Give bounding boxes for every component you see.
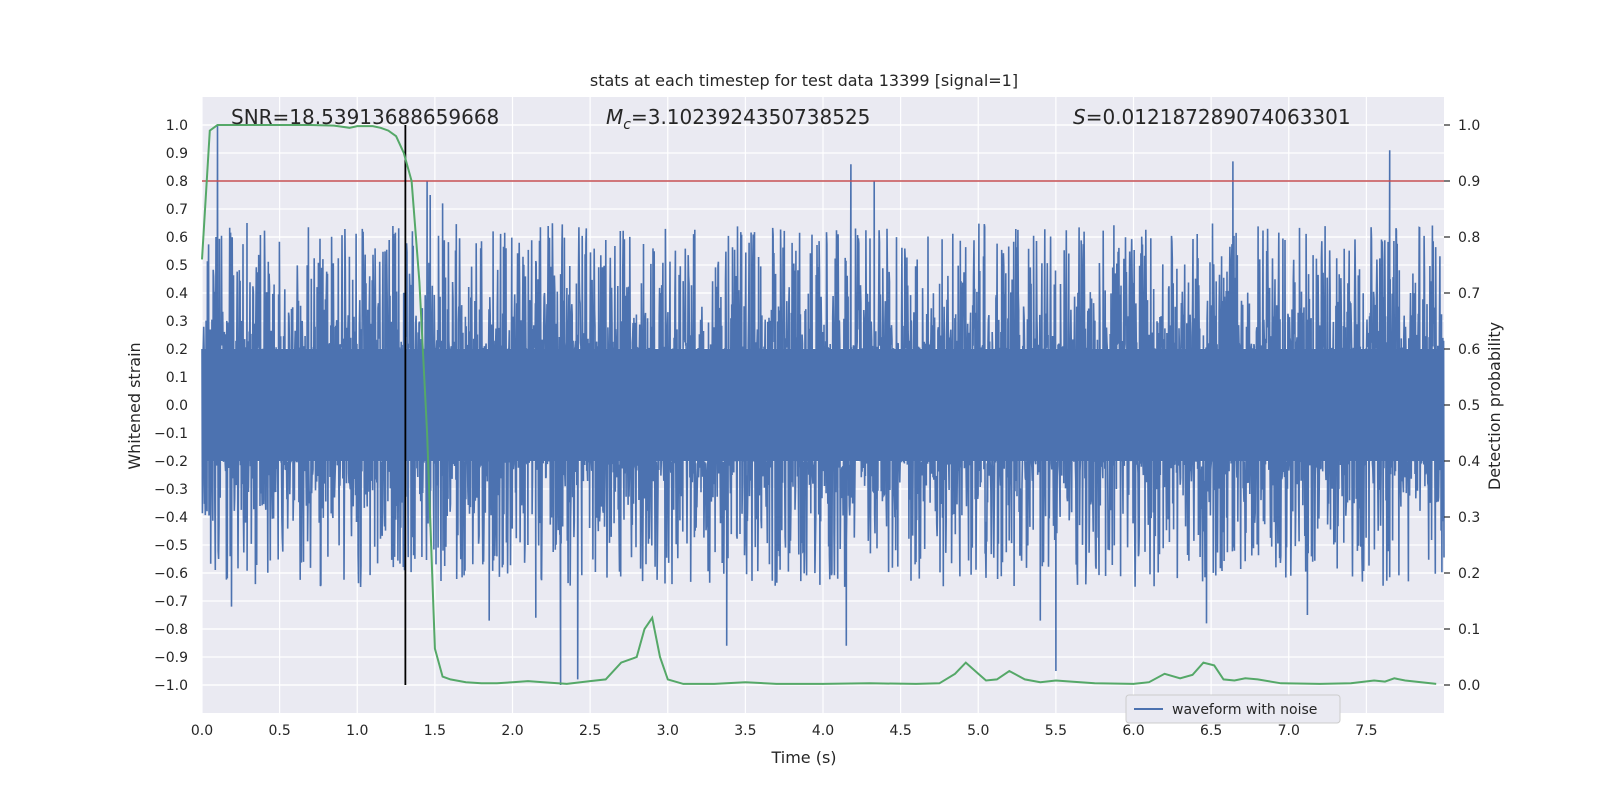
x-tick-label: 1.0 bbox=[346, 723, 368, 739]
x-tick-label: 1.5 bbox=[424, 723, 446, 739]
y-right-tick-label: 0.7 bbox=[1458, 286, 1480, 302]
chirp-mass-annotation: Mc=3.1023924350738525 bbox=[606, 105, 870, 133]
legend-box bbox=[1125, 694, 1341, 724]
x-tick-label: 5.0 bbox=[967, 723, 989, 739]
s-symbol: S bbox=[1073, 105, 1086, 129]
y-axis-ticks: 1.0 0.9 0.8 0.7 0.6 0.5 0.4 0.3 0.2 0.1 0.0 −0.1 −0.… bbox=[154, 118, 188, 694]
y-tick-label: −0.9 bbox=[154, 650, 188, 666]
x-tick-label: 5.5 bbox=[1045, 723, 1067, 739]
x-tick-label: 3.5 bbox=[734, 723, 756, 739]
y-tick-label: −0.5 bbox=[154, 538, 188, 554]
y-right-axis-label: Detection probability bbox=[1485, 322, 1504, 490]
detection-probability-line bbox=[201, 124, 1437, 685]
y-right-tick-label: 0.2 bbox=[1458, 566, 1480, 582]
s-annotation: S=0.012187289074063301 bbox=[1073, 105, 1351, 129]
legend-label: waveform with noise bbox=[1172, 702, 1317, 718]
y-tick-label: 0.0 bbox=[166, 398, 188, 414]
y-tick-label: −1.0 bbox=[154, 678, 188, 694]
y-right-tick-label: 0.4 bbox=[1458, 454, 1480, 470]
y-right-tick-label: 0.0 bbox=[1458, 678, 1480, 694]
y-tick-label: −0.2 bbox=[154, 454, 188, 470]
y-axis-label: Whitened strain bbox=[125, 342, 144, 469]
x-tick-label: 3.0 bbox=[657, 723, 679, 739]
y-tick-label: 1.0 bbox=[166, 118, 188, 134]
x-tick-label: 4.5 bbox=[889, 723, 911, 739]
y-tick-label: −0.1 bbox=[154, 426, 188, 442]
legend: waveform with noise bbox=[1125, 694, 1341, 724]
y-right-tick-label: 1.0 bbox=[1458, 118, 1480, 134]
x-tick-label: 2.0 bbox=[501, 723, 523, 739]
y-right-tick-label: 0.5 bbox=[1458, 398, 1480, 414]
y-right-tick-label: 0.9 bbox=[1458, 174, 1480, 190]
y-tick-label: −0.7 bbox=[154, 594, 188, 610]
y-tick-label: 0.8 bbox=[166, 174, 188, 190]
x-tick-label: 6.5 bbox=[1200, 723, 1222, 739]
chirp-mass-symbol: M bbox=[606, 105, 623, 129]
x-axis-ticks: 0.0 0.5 1.0 1.5 2.0 2.5 3.0 3.5 4.0 4.5 5.0 5.5 6.0 6… bbox=[191, 723, 1378, 739]
y-right-tick-label: 0.6 bbox=[1458, 342, 1480, 358]
y-tick-label: 0.9 bbox=[166, 146, 188, 162]
y-tick-label: 0.5 bbox=[166, 258, 188, 274]
y-tick-label: −0.3 bbox=[154, 482, 188, 498]
y-right-tick-label: 0.8 bbox=[1458, 230, 1480, 246]
snr-annotation: SNR=18.53913688659668 bbox=[231, 105, 499, 129]
y-tick-label: 0.4 bbox=[166, 286, 188, 302]
waveform-series bbox=[201, 124, 1445, 686]
y-right-tick-label: 0.3 bbox=[1458, 510, 1480, 526]
x-tick-label: 7.0 bbox=[1278, 723, 1300, 739]
y-tick-label: 0.6 bbox=[166, 230, 188, 246]
y-right-axis-ticks: 1.0 0.9 0.8 0.7 0.6 0.5 0.4 0.3 0.2 0.1 0.0 bbox=[1444, 118, 1480, 694]
y-tick-label: 0.1 bbox=[166, 370, 188, 386]
chirp-mass-subscript: c bbox=[623, 117, 631, 133]
y-right-tick-label: 0.1 bbox=[1458, 622, 1480, 638]
y-tick-label: 0.3 bbox=[166, 314, 188, 330]
x-tick-label: 6.0 bbox=[1122, 723, 1144, 739]
waveform-core-band bbox=[202, 349, 1444, 461]
s-value: =0.012187289074063301 bbox=[1086, 105, 1351, 129]
x-tick-label: 0.5 bbox=[268, 723, 290, 739]
x-tick-label: 7.5 bbox=[1355, 723, 1377, 739]
x-tick-label: 4.0 bbox=[812, 723, 834, 739]
x-tick-label: 0.0 bbox=[191, 723, 213, 739]
y-tick-label: 0.7 bbox=[166, 202, 188, 218]
x-tick-label: 2.5 bbox=[579, 723, 601, 739]
chirp-mass-value: =3.1023924350738525 bbox=[631, 105, 870, 129]
y-tick-label: −0.8 bbox=[154, 622, 188, 638]
x-axis-label: Time (s) bbox=[770, 748, 836, 767]
chart-title: stats at each timestep for test data 133… bbox=[590, 71, 1018, 90]
y-tick-label: 0.2 bbox=[166, 342, 188, 358]
y-tick-label: −0.4 bbox=[154, 510, 188, 526]
y-tick-label: −0.6 bbox=[154, 566, 188, 582]
